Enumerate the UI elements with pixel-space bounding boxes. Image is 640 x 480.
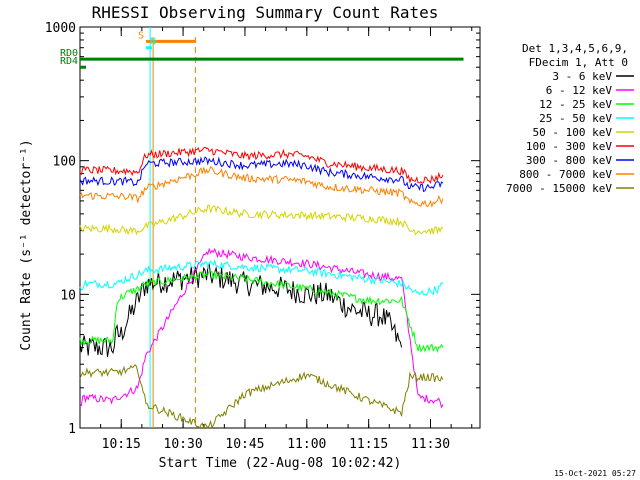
legend-entry-label: 800 - 7000 keV <box>519 168 612 181</box>
series-line-1 <box>79 247 444 409</box>
y-tick-label: 1 <box>68 422 76 437</box>
x-tick-label: 11:15 <box>349 437 388 452</box>
series-line-5 <box>79 146 444 185</box>
legend-entry-label: 100 - 300 keV <box>526 140 612 153</box>
series-line-6 <box>79 156 444 193</box>
legend-entry-label: 3 - 6 keV <box>552 70 612 83</box>
legend-entry-label: 300 - 800 keV <box>526 154 612 167</box>
series-line-8 <box>79 364 444 430</box>
legend-entry-label: 12 - 25 keV <box>539 98 612 111</box>
plot-frame <box>79 26 481 429</box>
series-line-3 <box>79 258 444 297</box>
y-tick-label: 10 <box>60 288 76 303</box>
x-tick-label: 11:00 <box>287 437 326 452</box>
data-gap-markers <box>149 27 196 428</box>
annotation-label-0: S <box>138 30 144 41</box>
x-tick-label: 11:30 <box>411 437 450 452</box>
y-tick-label: 100 <box>53 155 76 170</box>
chart-title: RHESSI Observing Summary Count Rates <box>92 3 439 22</box>
y-tick-label: 1000 <box>45 21 76 36</box>
annotation-label-3: RD4 <box>60 56 78 67</box>
legend-entry-label: 6 - 12 keV <box>546 84 613 97</box>
x-tick-label: 10:45 <box>225 437 264 452</box>
legend-entry-label: 7000 - 15000 keV <box>506 182 612 195</box>
legend-entry-label: 50 - 100 keV <box>533 126 613 139</box>
legend: Det 1,3,4,5,6,9,FDecim 1, Att 03 - 6 keV… <box>506 42 634 195</box>
plot-axes: 1 10 100 1000 10:15 10:30 10:45 11:00 11:15 11:30 <box>45 21 481 452</box>
legend-header: FDecim 1, Att 0 <box>529 56 628 69</box>
series-line-4 <box>79 204 444 236</box>
footer-date: 15-Oct-2021 05:27 <box>554 469 636 478</box>
annotation-label-2: RD0 <box>60 48 78 59</box>
legend-entry-label: 25 - 50 keV <box>539 112 612 125</box>
x-tick-label: 10:15 <box>102 437 141 452</box>
y-axis-label: Count Rate (s⁻¹ detector⁻¹) <box>19 139 34 350</box>
series-line-2 <box>79 270 444 353</box>
legend-header: Det 1,3,4,5,6,9, <box>522 42 628 55</box>
series-line-7 <box>79 165 444 208</box>
x-tick-label: 10:30 <box>164 437 203 452</box>
annotation-label-1: N <box>150 37 156 48</box>
series-line-0 <box>79 263 403 357</box>
x-axis-label: Start Time (22-Aug-08 10:02:42) <box>159 456 402 471</box>
series-lines <box>79 146 444 430</box>
